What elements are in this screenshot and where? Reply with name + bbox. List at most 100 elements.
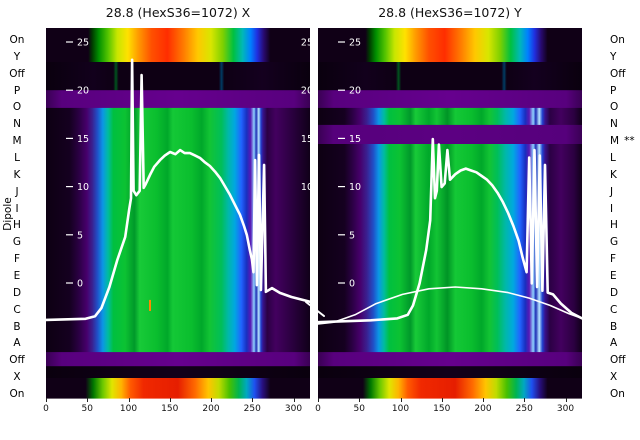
channel-label-left-16: C xyxy=(0,304,34,316)
heatmap-row-on-top xyxy=(318,28,582,63)
channel-label-text: N xyxy=(610,118,618,131)
channel-label-left-17: B xyxy=(0,321,34,333)
heatmap-row-off-bottom xyxy=(318,352,582,367)
channel-label-text: On xyxy=(610,387,625,400)
channel-label-right-7: L xyxy=(610,152,616,164)
channel-label-right-16: C xyxy=(610,304,617,316)
channel-label-left-12: G xyxy=(0,236,34,248)
x-tick-label: 100 xyxy=(391,404,410,414)
heatmap-row-y-gap xyxy=(318,62,582,91)
channel-label-right-10: I xyxy=(610,203,613,215)
channel-label-text: B xyxy=(13,320,21,333)
channel-label-text: A xyxy=(13,337,21,350)
x-tick-mark xyxy=(483,398,484,402)
channel-label-left-15: D xyxy=(0,287,34,299)
channel-label-text: O xyxy=(12,101,22,114)
profile-connector-line xyxy=(305,301,325,317)
channel-label-left-18: A xyxy=(0,337,34,349)
channel-label-text: F xyxy=(13,253,21,266)
artifact-speck xyxy=(149,299,151,311)
plot-x-title: 28.8 (HexS36=1072) X xyxy=(105,5,251,20)
x-tick-label: 200 xyxy=(202,404,220,414)
channel-label-right-15: D xyxy=(610,287,618,299)
channel-label-text: Off xyxy=(610,67,626,80)
channel-label-text: A xyxy=(610,337,618,350)
heatmap-row-on-bottom xyxy=(46,378,310,399)
channel-label-text: F xyxy=(610,253,617,266)
y-tick-label: 10 xyxy=(77,182,89,193)
y-tick-label: 5 xyxy=(77,230,83,241)
x-tick-label: 50 xyxy=(353,404,365,414)
channel-label-text: P xyxy=(13,84,21,97)
x-tick-label: 250 xyxy=(243,404,261,414)
x-tick-mark xyxy=(524,398,526,402)
channel-label-left-5: N xyxy=(0,118,34,130)
baseline-profile-y xyxy=(317,286,583,325)
channel-label-right-1: Y xyxy=(610,51,616,63)
heatmap-row-off-top xyxy=(46,90,310,109)
channel-labels-right: On Y Off P O N M ** L K J I H G F E D C B A Off X On xyxy=(610,28,640,408)
channel-label-left-19: Off xyxy=(0,354,34,366)
y-tick-label: 25 xyxy=(349,38,361,49)
heatmap-y: 25 20 15 10 5 0 xyxy=(316,28,584,399)
y-tick-label: 15 xyxy=(349,134,361,145)
channel-label-text: E xyxy=(13,269,21,282)
plot-y-panel: 28.8 (HexS36=1072) Y 25 20 15 10 5 0 0 50 100 150… xyxy=(315,5,584,414)
channel-label-text: K xyxy=(610,168,617,181)
channel-label-text: L xyxy=(610,151,616,164)
m-flag-annotation: ** xyxy=(624,135,635,148)
channel-label-left-7: L xyxy=(0,152,34,164)
plot-y-title: 28.8 (HexS36=1072) Y xyxy=(378,5,522,20)
channel-label-text: G xyxy=(12,236,22,249)
channel-label-text: E xyxy=(610,269,617,282)
x-tick-mark xyxy=(441,398,443,402)
heatmap-row-off-bottom xyxy=(46,352,310,367)
channel-label-text: J xyxy=(15,185,19,198)
channel-label-left-8: K xyxy=(0,169,34,181)
channel-label-right-14: E xyxy=(610,270,617,282)
y-tick-label: 20 xyxy=(77,86,89,97)
channel-label-text: J xyxy=(610,185,614,198)
channel-label-right-6: M ** xyxy=(610,135,635,147)
heatmap-row-x-gap xyxy=(46,366,310,379)
channel-label-text: G xyxy=(610,236,619,249)
beam-profile-x xyxy=(44,58,312,322)
heatmap-row-on-top xyxy=(46,28,310,63)
x-tick-mark xyxy=(128,398,130,402)
y-tick-label: 20 xyxy=(349,86,361,97)
heatmap-x: 25 20 15 10 5 0 25 20 15 10 xyxy=(44,28,313,399)
x-tick-mark xyxy=(359,398,361,402)
channel-label-text: Off xyxy=(9,354,25,367)
x-tick-label: 200 xyxy=(474,404,492,414)
x-tick-mark xyxy=(87,398,89,402)
channel-label-text: Y xyxy=(610,50,617,63)
x-tick-mark xyxy=(293,398,295,402)
x-tick-label: 300 xyxy=(284,404,303,414)
channel-label-left-3: P xyxy=(0,85,34,97)
channel-label-right-12: G xyxy=(610,236,618,248)
channel-label-right-11: H xyxy=(610,219,618,231)
channel-label-right-19: Off xyxy=(610,354,626,366)
channel-label-text: On xyxy=(9,34,25,46)
channel-label-right-3: P xyxy=(610,85,616,97)
channel-label-text: H xyxy=(13,219,21,232)
heatmap-row-x-gap xyxy=(318,366,582,379)
channel-label-text: L xyxy=(14,151,20,164)
channel-label-text: On xyxy=(9,387,25,400)
channel-label-text: N xyxy=(13,118,21,131)
x-tick-mark xyxy=(565,398,567,402)
channel-label-text: I xyxy=(610,202,614,215)
channel-label-left-13: F xyxy=(0,253,34,265)
channel-label-left-11: H xyxy=(0,219,34,231)
channel-label-text: X xyxy=(610,371,618,384)
channel-label-right-13: F xyxy=(610,253,616,265)
channel-label-text: Y xyxy=(13,50,21,63)
channel-label-left-20: X xyxy=(0,371,34,383)
heatmap-row-m-off xyxy=(318,124,582,144)
y-tick-label: 0 xyxy=(77,279,83,290)
channel-labels-left: On Y Off P O N M L K J I H G F E D C B A Off X On xyxy=(0,28,34,408)
channel-label-left-0: On xyxy=(0,34,34,46)
channel-label-right-17: B xyxy=(610,321,617,333)
x-tick-label: 300 xyxy=(556,404,575,414)
x-tick-mark xyxy=(400,398,402,402)
